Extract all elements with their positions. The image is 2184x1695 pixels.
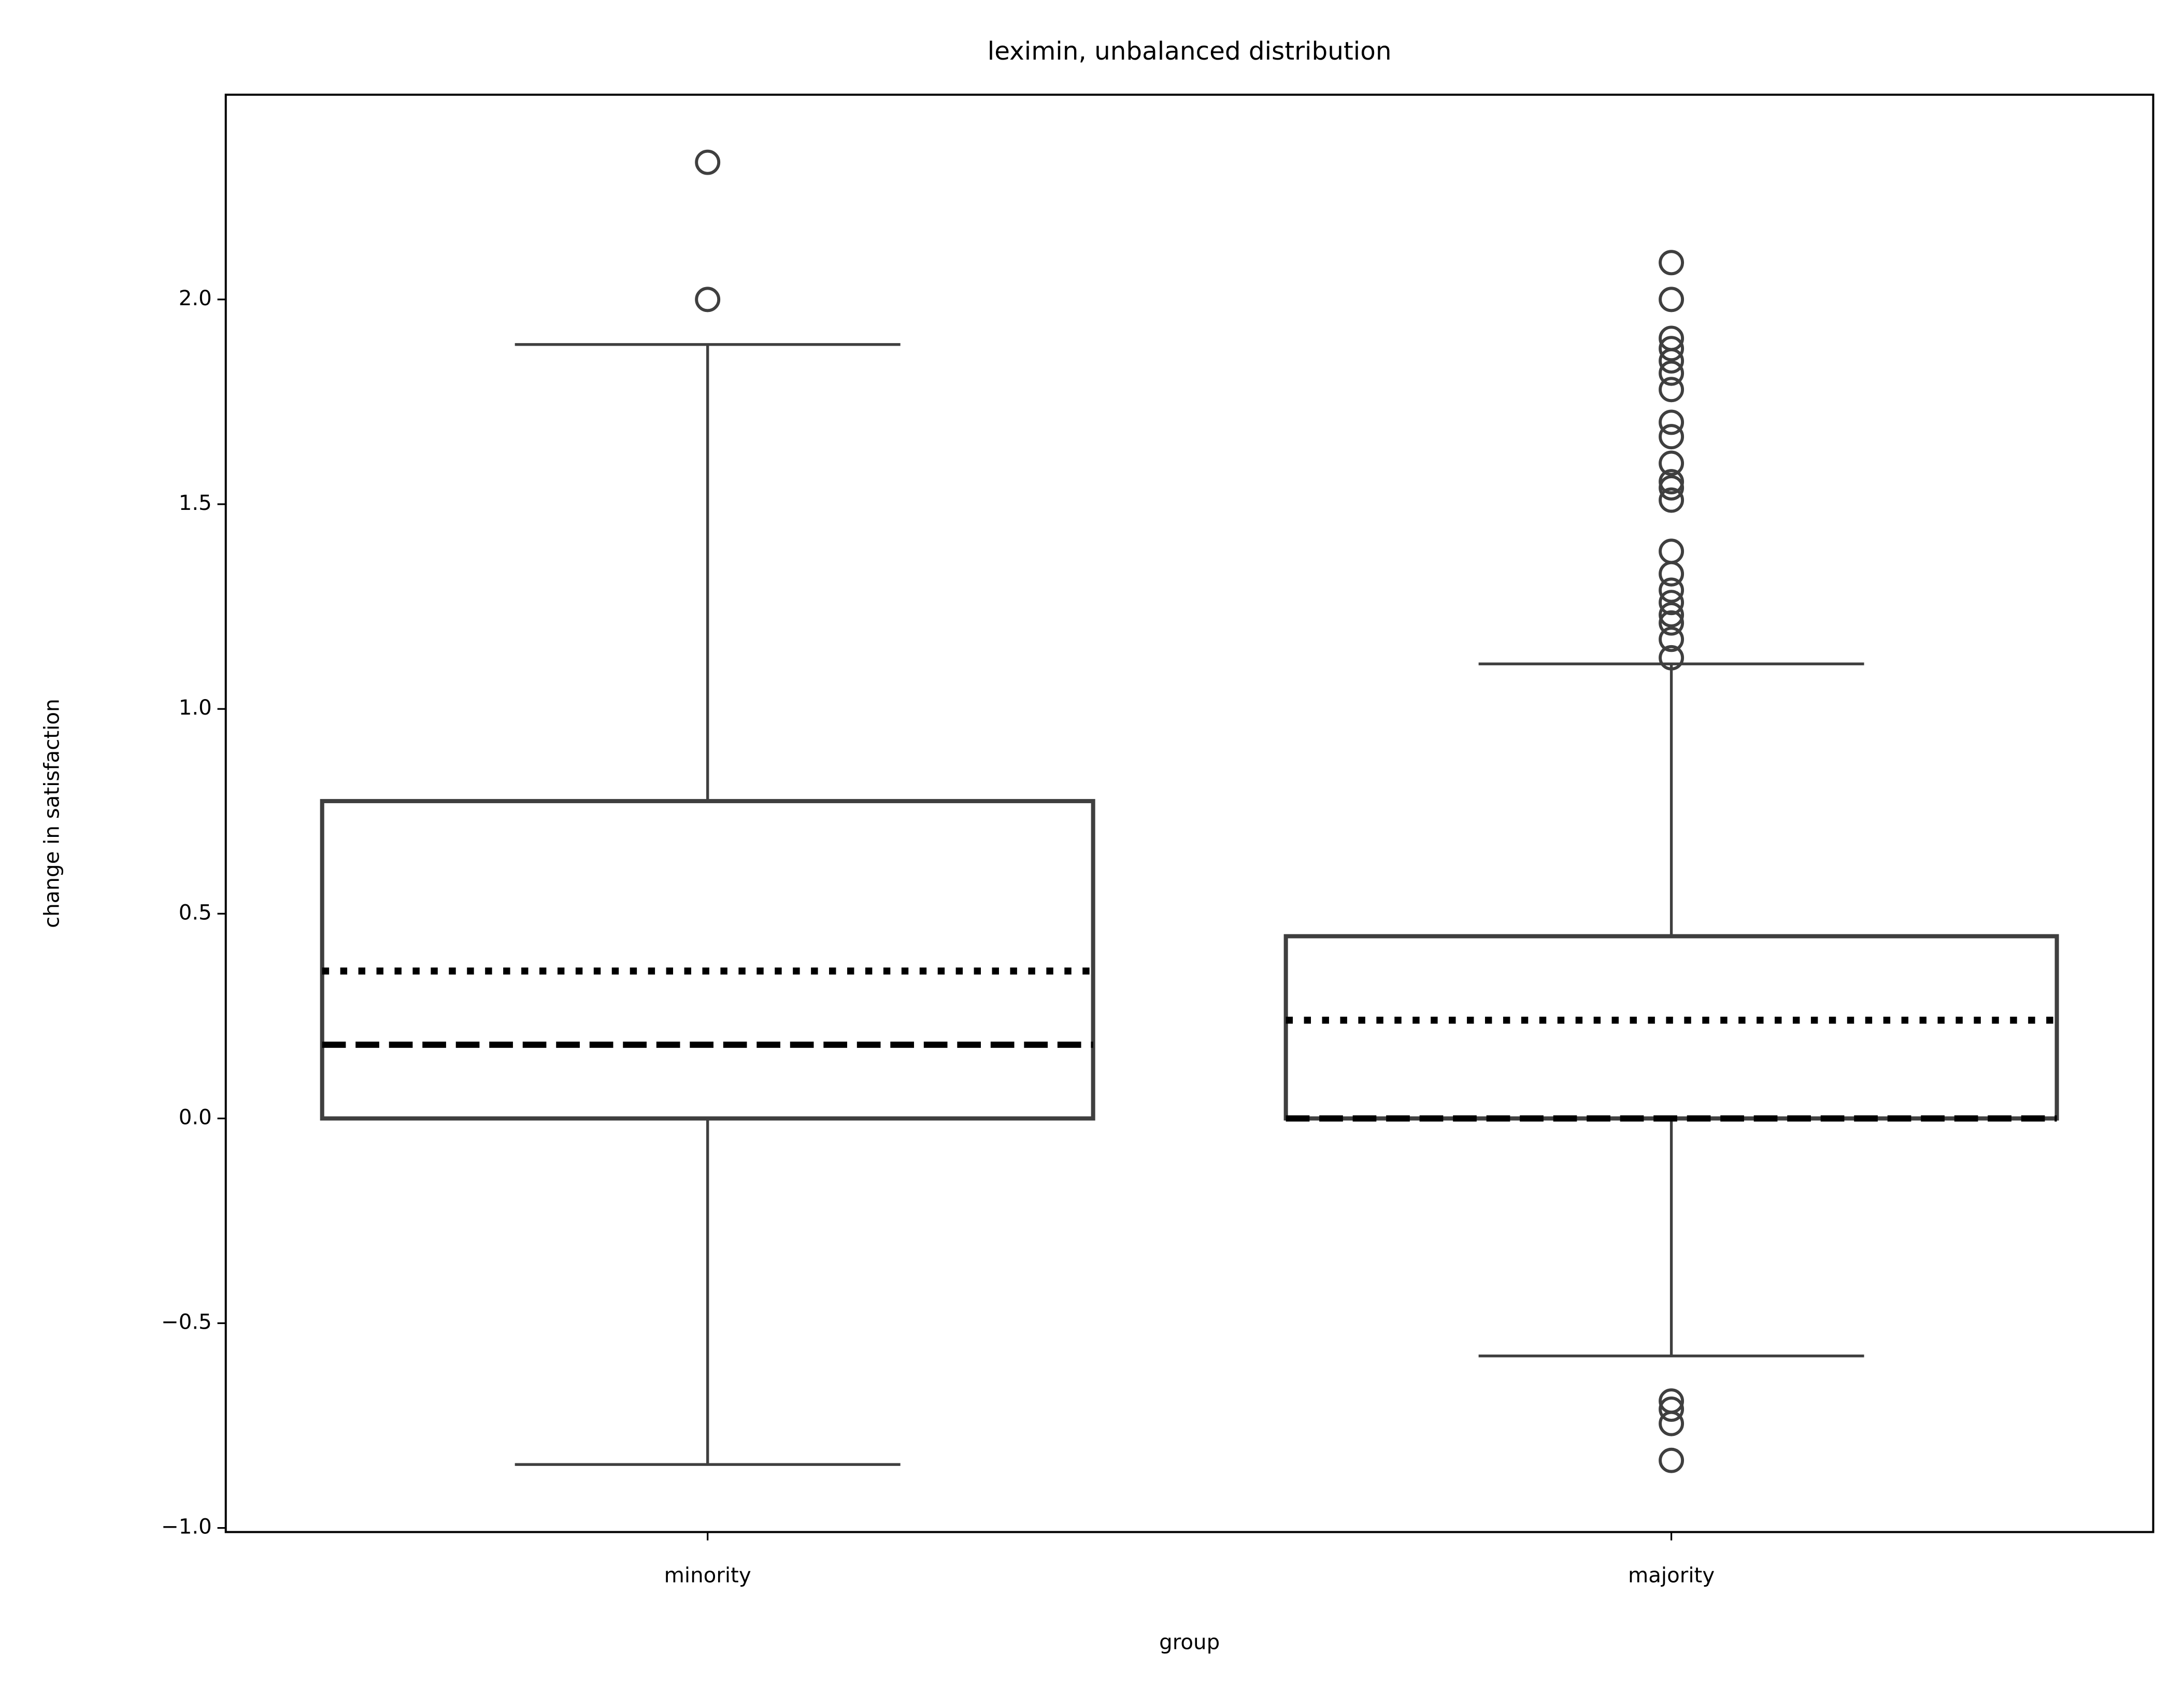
outlier (1659, 602, 1685, 628)
whisker-high (515, 343, 901, 801)
outlier (1659, 645, 1685, 671)
box (320, 799, 1095, 1121)
whisker-high (1478, 662, 1864, 936)
outlier (1659, 610, 1685, 636)
outlier (1659, 336, 1685, 362)
outlier (1659, 360, 1685, 386)
outlier (1659, 250, 1685, 276)
outlier (1659, 626, 1685, 652)
outlier (1659, 487, 1685, 513)
y-tick-label: 0.0 (179, 1105, 212, 1129)
outlier (1659, 1396, 1685, 1422)
outlier (1659, 424, 1685, 450)
y-tick-label: 2.0 (179, 286, 212, 310)
outlier (1659, 450, 1685, 476)
outlier (1659, 577, 1685, 603)
outlier (1659, 469, 1685, 495)
y-tick-label: −0.5 (161, 1310, 212, 1334)
y-tick-label: 1.0 (179, 695, 212, 720)
y-tick-label: 1.5 (179, 491, 212, 515)
x-axis-label: group (1159, 1630, 1220, 1655)
outlier (695, 287, 721, 312)
y-axis-label: change in satisfaction (39, 699, 64, 928)
x-tick-label: majority (1628, 1563, 1715, 1587)
whisker-low (1478, 1118, 1864, 1358)
outlier (1659, 377, 1685, 403)
whisker-low (515, 1118, 901, 1466)
outlier (1659, 475, 1685, 501)
outlier (1659, 1411, 1685, 1436)
outlier (1659, 409, 1685, 435)
chart-title: leximin, unbalanced distribution (988, 37, 1392, 66)
outlier (1659, 590, 1685, 616)
outlier (1659, 348, 1685, 374)
outlier (695, 149, 721, 175)
x-tick-label: minority (664, 1563, 751, 1587)
outlier (1659, 1447, 1685, 1473)
y-tick-label: −1.0 (161, 1515, 212, 1539)
outlier (1659, 287, 1685, 312)
outlier (1659, 561, 1685, 587)
y-tick-label: 0.5 (179, 900, 212, 924)
plot-frame (224, 93, 2154, 1533)
